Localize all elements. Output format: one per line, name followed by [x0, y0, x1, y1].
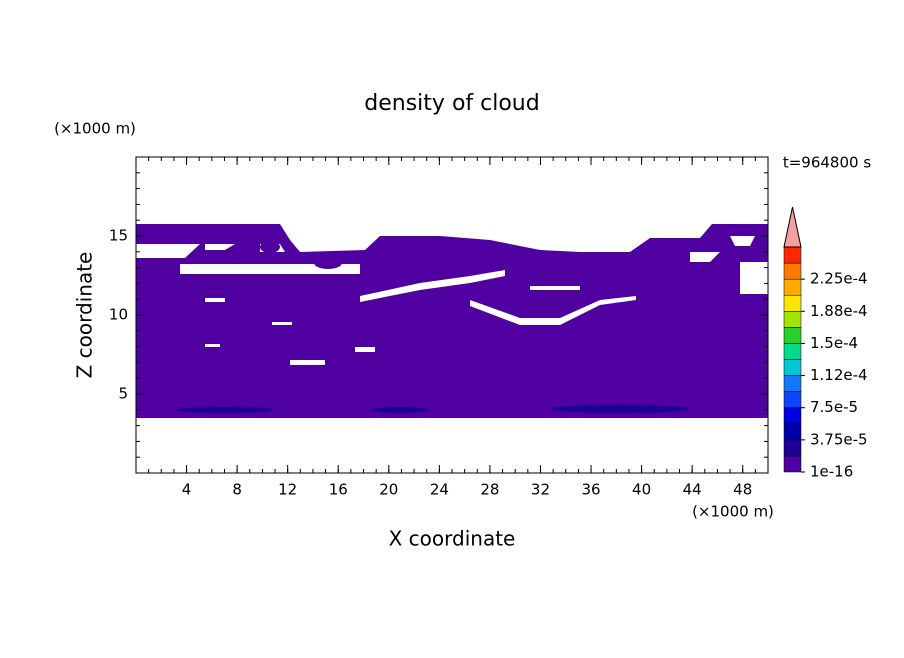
cloud-region	[136, 224, 768, 418]
colorbar-band	[783, 455, 802, 473]
x-tick-label: 12	[278, 481, 297, 499]
colorbar-band	[783, 391, 802, 408]
x-axis-label: X coordinate	[389, 527, 516, 551]
colorbar-label: 1.5e-4	[810, 334, 858, 352]
time-label: t=964800 s	[783, 154, 871, 172]
x-unit: (×1000 m)	[692, 503, 774, 521]
x-tick-label: 40	[632, 481, 651, 499]
x-tick-label: 28	[480, 481, 499, 499]
x-tick-label: 36	[581, 481, 600, 499]
colorbar-band	[783, 246, 802, 264]
y-tick-label: 5	[118, 385, 128, 403]
colorbar-label: 2.25e-4	[810, 270, 868, 288]
x-tick-label: 48	[733, 481, 752, 499]
x-tick-label: 32	[531, 481, 550, 499]
dense-streak	[370, 407, 430, 413]
colorbar-band	[783, 359, 802, 376]
cloud-patch	[260, 241, 280, 253]
cloud-gap	[205, 224, 755, 262]
chart-title: density of cloud	[364, 91, 539, 116]
y-unit: (×1000 m)	[54, 120, 136, 138]
colorbar-band	[783, 439, 802, 457]
colorbar-band	[783, 375, 802, 392]
x-tick-label: 24	[430, 481, 449, 499]
cloud-patch	[314, 257, 342, 269]
x-tick-label: 16	[329, 481, 348, 499]
y-tick-label: 10	[109, 306, 128, 324]
colorbar-label: 1.88e-4	[810, 302, 868, 320]
colorbar-label: 7.5e-5	[810, 398, 858, 416]
x-tick-label: 4	[182, 481, 192, 499]
colorbar-band	[783, 343, 802, 360]
dense-streak	[175, 407, 275, 413]
colorbar-label: 1e-16	[810, 463, 853, 481]
dense-streak	[550, 405, 690, 413]
x-tick-label: 20	[379, 481, 398, 499]
cloud-field	[136, 224, 768, 418]
y-axis-label: Z coordinate	[73, 252, 97, 379]
y-tick-label: 15	[109, 227, 128, 245]
colorbar-band	[783, 294, 802, 312]
colorbar-band	[783, 262, 802, 280]
colorbar-band	[783, 278, 802, 296]
x-tick-label: 8	[232, 481, 242, 499]
colorbar-band	[783, 311, 802, 328]
colorbar-band	[783, 327, 802, 344]
colorbar-extend	[783, 206, 802, 248]
colorbar-label: 3.75e-5	[810, 430, 868, 448]
x-tick-label: 44	[683, 481, 702, 499]
colorbar-label: 1.12e-4	[810, 366, 868, 384]
colorbar-band	[783, 407, 802, 425]
colorbar-band	[783, 423, 802, 441]
